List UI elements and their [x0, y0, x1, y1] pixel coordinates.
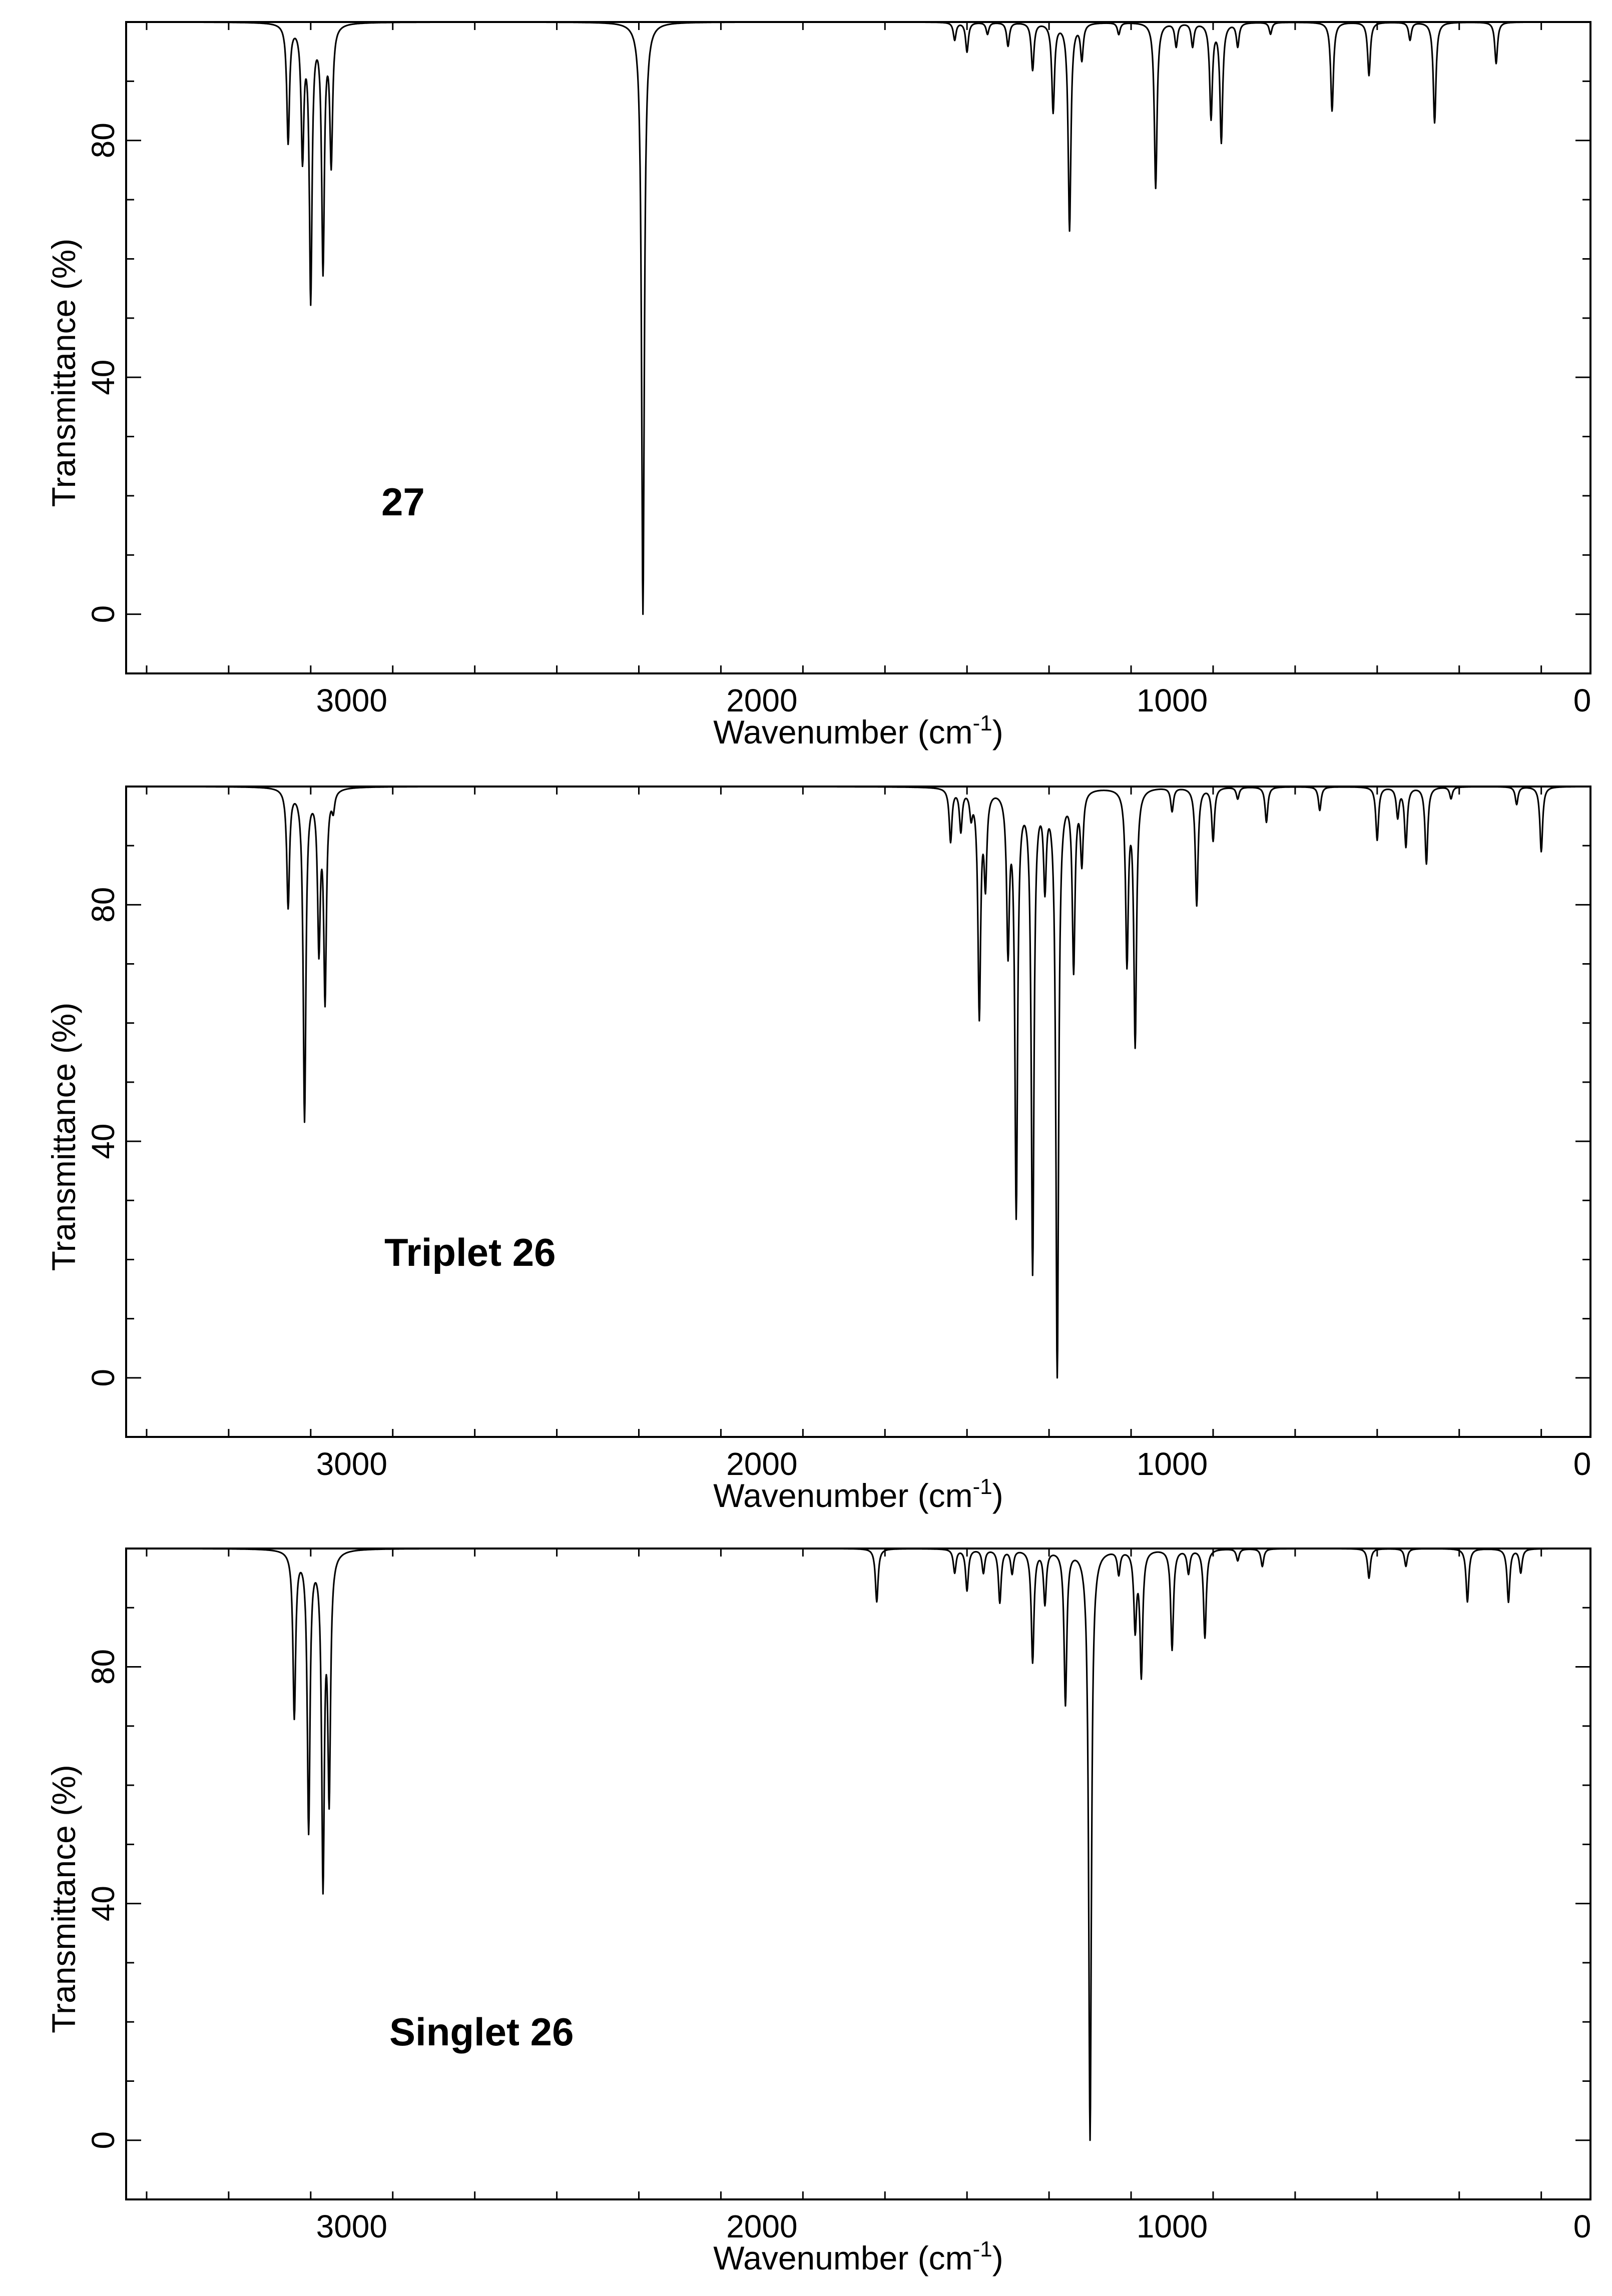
x-tick-label: 3000	[316, 1446, 387, 1482]
x-tick-label: 0	[1573, 2208, 1591, 2244]
x-tick-label: 2000	[726, 2208, 797, 2244]
spectrum-panel-1: 3000 2000 1000 0 0 40 80 Wavenumber (cm-1) Trans…	[45, 21, 1591, 750]
plot-frame	[125, 1548, 1591, 2200]
y-tick-label: 0	[85, 1369, 121, 1387]
x-tick-label: 1000	[1137, 2208, 1208, 2244]
y-axis-title: Transmittance (%)	[45, 1765, 82, 2033]
y-axis-title: Transmittance (%)	[45, 239, 82, 507]
x-tick-label: 3000	[316, 682, 387, 718]
x-tick-label: 0	[1573, 682, 1591, 718]
x-tick-label: 1000	[1137, 682, 1208, 718]
y-tick-label: 80	[85, 887, 121, 923]
x-tick-label: 2000	[726, 682, 797, 718]
panel-label: Triplet 26	[384, 1230, 556, 1274]
spectrum-panel-3: 3000 2000 1000 0 0 40 80 Wavenumber (cm-1) Trans…	[45, 1548, 1591, 2276]
y-tick-label: 0	[85, 605, 121, 623]
x-tick-label: 2000	[726, 1446, 797, 1482]
transmittance-curve	[126, 1548, 1591, 2141]
x-tick-label: 3000	[316, 2208, 387, 2244]
panel-label: Singlet 26	[389, 2010, 574, 2054]
panel-label: 27	[381, 480, 425, 524]
x-axis-title: Wavenumber (cm-1)	[713, 1474, 1003, 1514]
y-axis-title: Transmittance (%)	[45, 1003, 82, 1271]
y-tick-label: 40	[85, 1886, 121, 1921]
spectrum-panel-2: 3000 2000 1000 0 0 40 80 Wavenumber (cm-1) Trans…	[45, 786, 1591, 1514]
y-tick-label: 40	[85, 360, 121, 395]
x-tick-label: 1000	[1137, 1446, 1208, 1482]
x-axis-title: Wavenumber (cm-1)	[713, 711, 1003, 750]
plot-frame	[125, 21, 1591, 674]
x-tick-label: 0	[1573, 1446, 1591, 1482]
transmittance-curve	[126, 21, 1591, 615]
y-tick-label: 80	[85, 1649, 121, 1685]
x-axis-title: Wavenumber (cm-1)	[713, 2237, 1003, 2276]
y-tick-label: 40	[85, 1124, 121, 1159]
y-tick-label: 0	[85, 2131, 121, 2149]
transmittance-curve	[126, 786, 1591, 1379]
plot-frame	[125, 786, 1591, 1438]
y-tick-label: 80	[85, 123, 121, 158]
